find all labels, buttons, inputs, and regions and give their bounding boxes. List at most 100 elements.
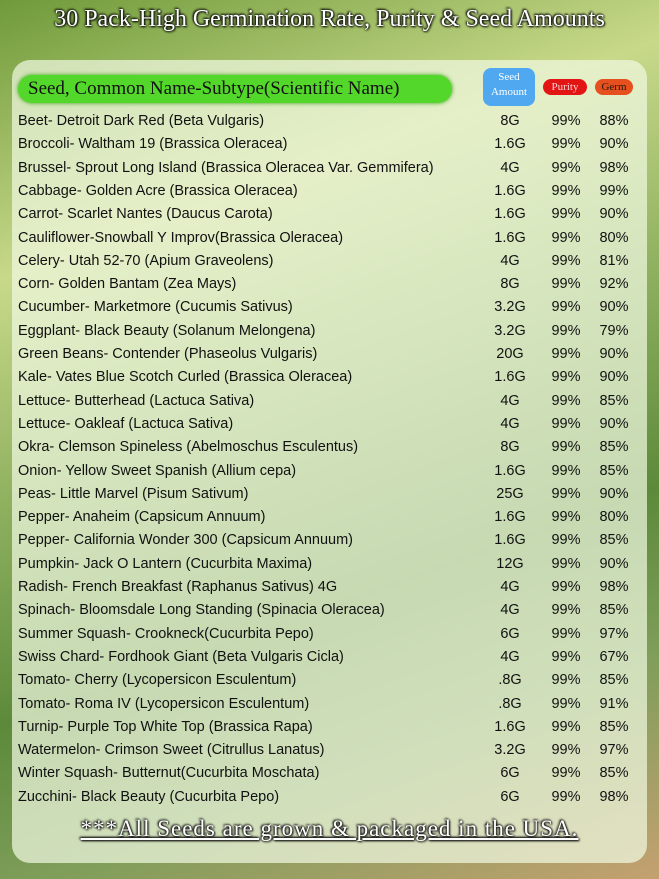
germination: 90% (599, 485, 629, 502)
seed-name: Brussel- Sprout Long Island (Brassica Ol… (18, 159, 434, 176)
germination: 80% (599, 509, 629, 526)
footer-note: ***All Seeds are grown & packaged in the… (80, 816, 579, 841)
germination: 85% (599, 532, 629, 549)
seed-name: Radish- French Breakfast (Raphanus Sativ… (18, 579, 338, 595)
purity: 99% (551, 159, 581, 176)
seed-amount: 1.6G (494, 509, 526, 526)
purity: 99% (551, 182, 581, 199)
purity: 99% (551, 648, 581, 665)
seed-name: Pepper- California Wonder 300 (Capsicum … (18, 532, 354, 549)
amount-header: Seed Amount (483, 68, 535, 106)
purity: 99% (551, 602, 581, 619)
purity: 99% (551, 718, 581, 735)
seed-name: Zucchini- Black Beauty (Cucurbita Pepo) (18, 788, 280, 805)
purity: 99% (551, 579, 581, 595)
purity: 99% (551, 346, 581, 362)
purity: 99% (551, 206, 581, 223)
purity: 99% (551, 788, 581, 805)
seed-amount: 4G (500, 392, 520, 409)
seed-amount: 6G (500, 625, 520, 642)
seed-amount: 4G (500, 159, 520, 176)
seed-name: Celery- Utah 52-70 (Apium Graveolens) (18, 252, 274, 269)
germination: 90% (599, 369, 629, 386)
seed-amount: 3.2G (494, 742, 526, 759)
purity: 99% (551, 299, 581, 316)
seed-name: Green Beans- Contender (Phaseolus Vulgar… (18, 346, 318, 362)
seed-name: Lettuce- Butterhead (Lactuca Sativa) (18, 392, 255, 409)
seed-name: Watermelon- Crimson Sweet (Citrullus Lan… (18, 742, 325, 759)
seed-amount: 12G (496, 555, 524, 572)
purity: 99% (551, 113, 581, 129)
seed-name: Onion- Yellow Sweet Spanish (Allium cepa… (18, 462, 297, 479)
seed-amount: 1.6G (494, 462, 526, 479)
purity: 99% (551, 509, 581, 526)
seed-name: Winter Squash- Butternut(Cucurbita Mosch… (18, 765, 320, 782)
seed-name: Cabbage- Golden Acre (Brassica Oleracea) (18, 182, 298, 199)
seed-name: Spinach- Bloomsdale Long Standing (Spina… (18, 602, 385, 619)
purity: 99% (551, 532, 581, 549)
germination: 81% (599, 252, 629, 269)
seed-amount: 8G (500, 439, 520, 456)
germination: 85% (599, 392, 629, 409)
germination: 85% (599, 439, 629, 456)
seed-name: Peas- Little Marvel (Pisum Sativum) (18, 485, 249, 502)
purity: 99% (551, 392, 581, 409)
panel (12, 60, 647, 863)
purity: 99% (551, 229, 581, 246)
purity: 99% (551, 765, 581, 782)
germ-header: Germ (595, 79, 633, 95)
purity: 99% (551, 252, 581, 269)
seed-amount: 1.6G (494, 718, 526, 735)
seed-amount: 25G (496, 485, 524, 502)
seed-name: Eggplant- Black Beauty (Solanum Melongen… (18, 322, 316, 339)
seed-name: Beet- Detroit Dark Red (Beta Vulgaris) (18, 113, 265, 129)
germination: 98% (599, 579, 629, 595)
germination: 99% (599, 182, 629, 199)
purity: 99% (551, 462, 581, 479)
seed-amount: 8G (500, 113, 520, 129)
germination: 98% (599, 159, 629, 176)
seed-amount: 20G (496, 346, 524, 362)
purity: 99% (551, 625, 581, 642)
seed-amount: .8G (498, 695, 522, 712)
seed-name: Turnip- Purple Top White Top (Brassica R… (18, 718, 313, 735)
seed-name: Okra- Clemson Spineless (Abelmoschus Esc… (18, 439, 359, 456)
germination: 67% (599, 648, 629, 665)
seed-name: Kale- Vates Blue Scotch Curled (Brassica… (18, 369, 353, 386)
seed-name: Corn- Golden Bantam (Zea Mays) (18, 276, 237, 293)
seed-amount: 4G (500, 602, 520, 619)
seed-name: Broccoli- Waltham 19 (Brassica Oleracea) (18, 136, 288, 153)
germination: 92% (599, 276, 629, 293)
seed-amount: 4G (500, 648, 520, 665)
purity: 99% (551, 695, 581, 712)
seed-amount: 6G (500, 788, 520, 805)
amount-header-line: Amount (490, 86, 528, 98)
germination: 90% (599, 206, 629, 223)
germination: 85% (599, 672, 629, 689)
purity: 99% (551, 415, 581, 432)
seed-amount: 1.6G (494, 532, 526, 549)
purity: 99% (551, 322, 581, 339)
seed-amount: .8G (498, 672, 522, 689)
seed-name: Lettuce- Oakleaf (Lactuca Sativa) (18, 415, 234, 432)
seed-amount: 6G (500, 765, 520, 782)
germination: 88% (599, 113, 629, 129)
seed-amount: 1.6G (494, 369, 526, 386)
purity: 99% (551, 672, 581, 689)
purity-header: Purity (543, 79, 587, 95)
germination: 80% (599, 229, 629, 246)
seed-amount: 3.2G (494, 299, 526, 316)
seed-amount: 1.6G (494, 229, 526, 246)
germination: 85% (599, 765, 629, 782)
seed-name: Tomato- Roma IV (Lycopersicon Esculentum… (18, 695, 310, 712)
germination: 90% (599, 299, 629, 316)
seed-amount: 8G (500, 276, 520, 293)
seed-amount: 1.6G (494, 206, 526, 223)
purity: 99% (551, 742, 581, 759)
germination: 97% (599, 742, 629, 759)
germination: 98% (599, 788, 629, 805)
seed-name: Pumpkin- Jack O Lantern (Cucurbita Maxim… (18, 555, 313, 572)
purity: 99% (551, 276, 581, 293)
seed-name: Pepper- Anaheim (Capsicum Annuum) (18, 509, 266, 526)
seed-amount: 4G (500, 252, 520, 269)
